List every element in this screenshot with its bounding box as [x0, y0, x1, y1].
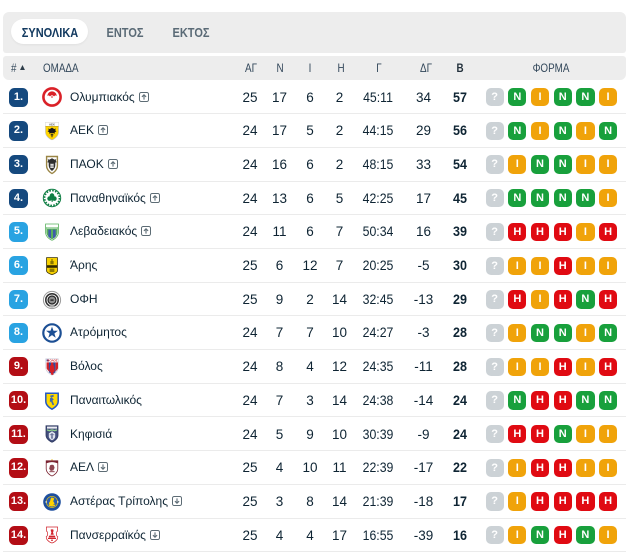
- svg-text:AEK: AEK: [48, 122, 54, 126]
- svg-text:ΒΟΛΟΣ: ΒΟΛΟΣ: [47, 358, 58, 362]
